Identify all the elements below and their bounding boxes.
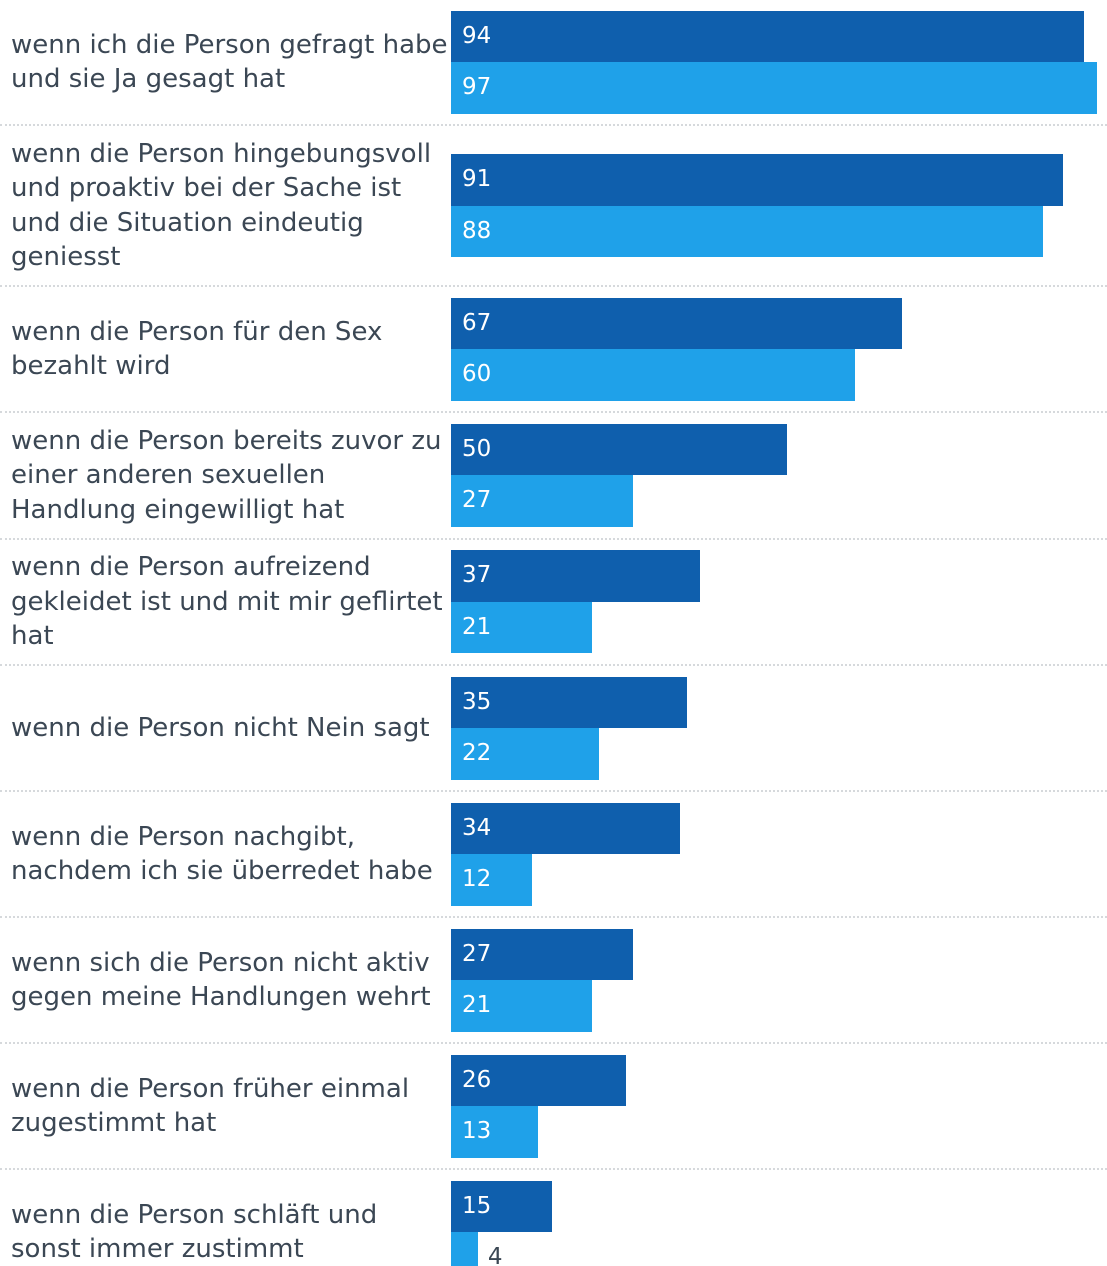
bar: 21 — [451, 601, 593, 654]
bar: 4 — [451, 1232, 503, 1266]
row: wenn die Person nachgibt, nachdem ich si… — [0, 792, 1107, 918]
value-label: 21 — [462, 613, 492, 640]
value-label: 27 — [462, 487, 492, 514]
value-label: 13 — [462, 1118, 492, 1144]
bar: 22 — [451, 728, 600, 780]
bar-group: 50 27 — [451, 423, 1097, 527]
bar-group: 35 22 — [451, 676, 1097, 780]
value-label: 4 — [487, 1244, 503, 1266]
category-label: wenn ich die Person gefragt habe und sie… — [11, 29, 448, 95]
category-label: wenn die Person für den Sex bezahlt wird — [11, 316, 383, 382]
bar-group: 94 97 — [451, 10, 1097, 114]
value-label: 22 — [462, 740, 492, 766]
bar: 88 — [451, 205, 1044, 257]
bar-group: 67 60 — [451, 297, 1097, 401]
bar: 37 — [451, 550, 700, 602]
bar: 50 — [451, 423, 788, 476]
value-label: 26 — [462, 1066, 492, 1093]
value-label: 67 — [462, 309, 492, 336]
bar: 67 — [451, 297, 902, 349]
value-label: 35 — [462, 688, 492, 715]
row: wenn die Person aufreizend gekleidet ist… — [0, 540, 1107, 666]
category-label: wenn die Person nachgibt, nachdem ich si… — [11, 821, 433, 887]
row: wenn die Person für den Sex bezahlt wird… — [0, 287, 1107, 413]
bar: 94 — [451, 10, 1084, 62]
bar: 34 — [451, 802, 680, 854]
bar-group: 91 88 — [451, 154, 1097, 257]
value-label: 15 — [462, 1192, 492, 1219]
value-label: 27 — [462, 940, 492, 967]
bar: 27 — [451, 475, 633, 527]
category-label: wenn die Person aufreizend gekleidet ist… — [11, 552, 443, 651]
bar: 26 — [451, 1054, 626, 1106]
value-label: 50 — [462, 435, 492, 462]
value-label: 12 — [462, 866, 492, 892]
bar-group: 37 21 — [451, 550, 1097, 654]
bar: 13 — [451, 1106, 539, 1158]
bar: 97 — [451, 62, 1097, 114]
value-label: 94 — [462, 22, 492, 49]
category-label: wenn die Person nicht Nein sagt — [11, 712, 430, 743]
bar: 12 — [451, 854, 532, 906]
row: wenn die Person früher einmal zugestimmt… — [0, 1044, 1107, 1170]
row: wenn die Person nicht Nein sagt 35 22 — [0, 666, 1107, 792]
value-label: 88 — [462, 217, 492, 244]
value-label: 34 — [462, 814, 492, 841]
category-label: wenn sich die Person nicht aktiv gegen m… — [11, 947, 431, 1013]
category-label: wenn die Person bereits zuvor zu einer a… — [11, 425, 442, 525]
bar: 27 — [451, 928, 633, 980]
value-label: 91 — [462, 166, 492, 192]
row: wenn die Person schläft und sonst immer … — [0, 1170, 1107, 1266]
category-label: wenn die Person früher einmal zugestimmt… — [11, 1073, 410, 1139]
category-label: wenn die Person hingebungsvoll und proak… — [11, 138, 432, 273]
bar: 60 — [451, 349, 855, 401]
row: wenn die Person hingebungsvoll und proak… — [0, 126, 1107, 287]
value-label: 60 — [462, 361, 492, 387]
row: wenn ich die Person gefragt habe und sie… — [0, 0, 1107, 126]
bar: 21 — [451, 980, 593, 1032]
bar-group: 27 21 — [451, 928, 1097, 1032]
bar-group: 26 13 — [451, 1054, 1097, 1158]
bar-group: 15 4 — [451, 1180, 1097, 1266]
value-label: 97 — [462, 74, 492, 100]
category-label: wenn die Person schläft und sonst immer … — [11, 1199, 378, 1265]
value-label: 21 — [462, 992, 492, 1018]
value-label: 37 — [462, 562, 492, 589]
bar: 91 — [451, 154, 1064, 206]
bar-group: 34 12 — [451, 802, 1097, 906]
row: wenn sich die Person nicht aktiv gegen m… — [0, 918, 1107, 1044]
bar: 35 — [451, 676, 687, 728]
row: wenn die Person bereits zuvor zu einer a… — [0, 413, 1107, 540]
bar: 15 — [451, 1180, 552, 1232]
